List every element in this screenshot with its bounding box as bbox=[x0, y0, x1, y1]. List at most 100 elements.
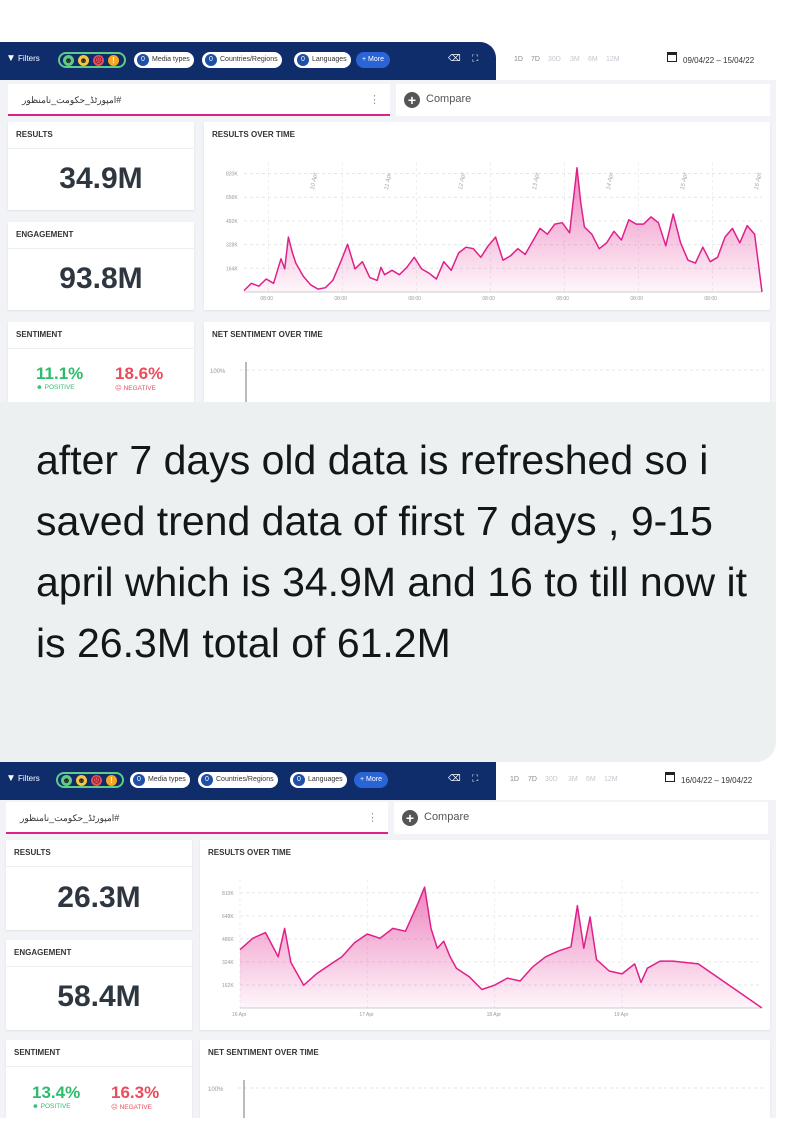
alert-icon[interactable]: ! bbox=[106, 775, 117, 786]
query-text: امپورٹڈ_حکومت_نامنظور# bbox=[20, 813, 120, 823]
day-label: 10 Apr bbox=[310, 171, 319, 190]
clear-filters-icon[interactable]: ⌫ bbox=[448, 53, 461, 63]
alert-icon[interactable]: ! bbox=[108, 55, 119, 66]
countries-label: Countries/Regions bbox=[220, 56, 278, 63]
filters-label[interactable]: Filters bbox=[18, 54, 40, 63]
range-6m[interactable]: 6M bbox=[588, 56, 598, 63]
dashboard-screenshot-1: ▼ Filters ☻ ☻ ☹ ! 0 Media types 0 Countrie… bbox=[0, 42, 776, 402]
rot-title: RESULTS OVER TIME bbox=[208, 848, 291, 857]
results-over-time-chart: 820K 656K 492K 328K 164K 08:00 08:00 08:00 08:00… bbox=[226, 162, 763, 302]
range-12m[interactable]: 12M bbox=[604, 776, 618, 783]
fullscreen-icon[interactable]: ⛶ bbox=[472, 773, 479, 783]
range-7d[interactable]: 7D bbox=[531, 56, 540, 63]
neutral-face-icon[interactable]: ☻ bbox=[76, 775, 87, 786]
y-tick-label: 656K bbox=[226, 195, 238, 201]
add-circle-icon: + bbox=[402, 810, 418, 826]
engagement-card: ENGAGEMENT 58.4M bbox=[6, 940, 192, 1030]
day-label: 16 Apr bbox=[754, 171, 763, 190]
languages-count: 0 bbox=[297, 54, 309, 66]
date-range[interactable]: 16/04/22 – 19/04/22 bbox=[681, 776, 753, 785]
clear-filters-icon[interactable]: ⌫ bbox=[448, 773, 461, 783]
neutral-face-icon[interactable]: ☻ bbox=[78, 55, 89, 66]
media-count: 0 bbox=[137, 54, 149, 66]
languages-chip[interactable]: 0 Languages bbox=[294, 52, 351, 68]
x-tick-label: 18 Apr bbox=[487, 1012, 502, 1018]
results-over-time-card: RESULTS OVER TIME 820K 656K 492K 328K 164K 08… bbox=[204, 122, 770, 310]
negative-label-text: NEGATIVE bbox=[123, 385, 156, 392]
range-7d[interactable]: 7D bbox=[528, 776, 537, 783]
compare-button[interactable]: + Compare bbox=[394, 802, 768, 834]
positive-face-icon[interactable]: ☻ bbox=[63, 55, 74, 66]
engagement-title: ENGAGEMENT bbox=[16, 230, 74, 239]
engagement-value: 58.4M bbox=[57, 980, 141, 1013]
net-title: NET SENTIMENT OVER TIME bbox=[212, 330, 323, 339]
divider bbox=[6, 966, 192, 967]
engagement-card: ENGAGEMENT 93.8M bbox=[8, 222, 194, 310]
sentiment-filter[interactable]: ☻ ☻ ☹ ! bbox=[56, 772, 124, 788]
divider bbox=[6, 866, 192, 867]
x-tick-label: 19 Apr bbox=[614, 1012, 629, 1018]
calendar-icon[interactable] bbox=[665, 772, 675, 782]
y-tick-label: 164K bbox=[226, 266, 238, 272]
net-sentiment-card: NET SENTIMENT OVER TIME 100% bbox=[204, 322, 770, 402]
tweet-text: after 7 days old data is refreshed so i … bbox=[36, 437, 748, 666]
query-text: امپورٹڈ_حکومت_نامنظور# bbox=[22, 95, 122, 105]
x-tick-label: 08:00 bbox=[704, 296, 717, 302]
day-label: 13 Apr bbox=[532, 171, 541, 190]
date-range[interactable]: 09/04/22 – 15/04/22 bbox=[683, 56, 755, 65]
kebab-menu-icon[interactable]: ⋮ bbox=[369, 94, 380, 106]
sentiment-filter[interactable]: ☻ ☻ ☹ ! bbox=[58, 52, 126, 68]
negative-percent: 16.3% bbox=[111, 1083, 160, 1102]
net-title: NET SENTIMENT OVER TIME bbox=[208, 1048, 319, 1057]
x-tick-label: 08:00 bbox=[556, 296, 569, 302]
countries-chip[interactable]: 0 Countries/Regions bbox=[202, 52, 282, 68]
x-tick-label: 08:00 bbox=[334, 296, 347, 302]
countries-chip[interactable]: 0 Countries/Regions bbox=[198, 772, 278, 788]
x-tick-label: 16 Apr bbox=[232, 1012, 247, 1018]
positive-label: ☻ POSITIVE bbox=[36, 384, 75, 391]
filter-icon[interactable]: ▼ bbox=[6, 773, 16, 784]
range-6m[interactable]: 6M bbox=[586, 776, 596, 783]
fullscreen-icon[interactable]: ⛶ bbox=[472, 53, 479, 63]
compare-button[interactable]: + Compare bbox=[396, 84, 770, 116]
calendar-icon[interactable] bbox=[667, 52, 677, 62]
results-over-time-chart: 810K 648K 486K 324K 162K 16 Apr 17 Apr 18 Apr 19… bbox=[222, 880, 763, 1018]
day-label: 14 Apr bbox=[606, 171, 615, 190]
x-tick-label: 08:00 bbox=[260, 296, 273, 302]
filter-icon[interactable]: ▼ bbox=[6, 53, 16, 64]
range-30d[interactable]: 30D bbox=[548, 56, 561, 63]
range-3m[interactable]: 3M bbox=[568, 776, 578, 783]
search-query-field[interactable]: امپورٹڈ_حکومت_نامنظور# ⋮ bbox=[8, 84, 390, 116]
media-types-chip[interactable]: 0 Media types bbox=[130, 772, 190, 788]
negative-face-icon[interactable]: ☹ bbox=[93, 55, 104, 66]
positive-percent: 13.4% bbox=[32, 1083, 81, 1102]
add-circle-icon: + bbox=[404, 92, 420, 108]
languages-chip[interactable]: 0 Languages bbox=[290, 772, 347, 788]
negative-label: ☹ NEGATIVE bbox=[111, 1104, 152, 1111]
range-30d[interactable]: 30D bbox=[545, 776, 558, 783]
countries-count: 0 bbox=[201, 774, 213, 786]
negative-face-icon[interactable]: ☹ bbox=[91, 775, 102, 786]
net-y-tick: 100% bbox=[210, 369, 226, 375]
y-tick-label: 328K bbox=[226, 243, 238, 249]
range-3m[interactable]: 3M bbox=[570, 56, 580, 63]
y-tick-label: 648K bbox=[222, 914, 234, 920]
countries-count: 0 bbox=[205, 54, 217, 66]
search-query-field[interactable]: امپورٹڈ_حکومت_نامنظور# ⋮ bbox=[6, 802, 388, 834]
results-value: 34.9M bbox=[59, 162, 143, 195]
positive-label-text: POSITIVE bbox=[40, 1103, 71, 1110]
filters-label[interactable]: Filters bbox=[18, 774, 40, 783]
divider bbox=[8, 148, 194, 149]
net-sentiment-chart: 100% bbox=[208, 1080, 764, 1118]
y-tick-label: 810K bbox=[222, 891, 234, 897]
range-1d[interactable]: 1D bbox=[514, 56, 523, 63]
more-button[interactable]: + More bbox=[356, 52, 390, 68]
range-12m[interactable]: 12M bbox=[606, 56, 620, 63]
results-over-time-card: RESULTS OVER TIME 810K 648K 486K 324K 162K 16… bbox=[200, 840, 770, 1030]
media-count: 0 bbox=[133, 774, 145, 786]
range-1d[interactable]: 1D bbox=[510, 776, 519, 783]
more-button[interactable]: + More bbox=[354, 772, 388, 788]
positive-face-icon[interactable]: ☻ bbox=[61, 775, 72, 786]
kebab-menu-icon[interactable]: ⋮ bbox=[367, 812, 378, 824]
media-types-chip[interactable]: 0 Media types bbox=[134, 52, 194, 68]
